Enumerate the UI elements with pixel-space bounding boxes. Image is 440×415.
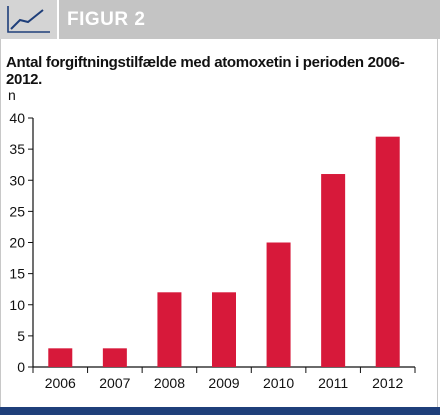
bar-2008 [157,292,182,367]
x-tick-label-2011: 2011 [318,375,348,391]
header-icon-box [0,0,59,39]
bar-2006 [48,348,73,367]
x-tick-label-2012: 2012 [372,375,403,391]
x-tick-label-2006: 2006 [45,375,76,391]
y-axis-label: n [8,87,16,103]
bar-2007 [102,348,127,367]
bar-2009 [212,292,236,367]
bar-2012 [375,136,400,367]
bar-2011 [321,174,346,367]
footer-bar [0,407,440,415]
y-tick-label-40: 40 [9,110,25,126]
y-tick-label-30: 30 [9,172,25,188]
chart-title: Antal forgiftningstilfælde med atomoxeti… [6,54,405,88]
y-tick-label-25: 25 [9,203,25,219]
x-tick-label-2010: 2010 [263,375,294,391]
figure-header: FIGUR 2 [0,0,440,39]
y-tick-label-0: 0 [17,359,25,375]
y-tick-label-5: 5 [17,328,25,344]
y-tick-label-10: 10 [9,297,25,313]
y-tick-label-20: 20 [9,235,25,251]
x-tick-label-2008: 2008 [154,375,185,391]
x-tick-label-2009: 2009 [208,375,239,391]
bar-chart: n 0 5 10 15 20 25 30 35 40 2006 2007 2008 2009 2010 201… [8,87,416,391]
y-tick-label-35: 35 [9,141,25,157]
figure-label: FIGUR 2 [67,9,146,30]
y-tick-label-15: 15 [9,266,25,282]
x-tick-label-2007: 2007 [99,375,130,391]
bar-2010 [266,242,291,367]
line-chart-icon [7,6,50,33]
